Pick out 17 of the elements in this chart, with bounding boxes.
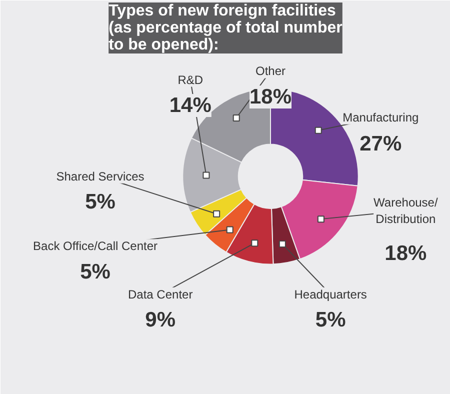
slice-label: Other <box>255 64 286 78</box>
data-label: 5% <box>80 260 111 284</box>
slice-label: Headquarters <box>294 287 367 302</box>
data-label: 5% <box>85 190 116 214</box>
slice-label: Warehouse/Distribution <box>374 195 438 226</box>
data-label: 18% <box>249 85 292 108</box>
slice-label: Manufacturing <box>342 110 419 124</box>
data-label: 27% <box>360 132 402 156</box>
slice-label: Back Office/Call Center <box>33 239 158 254</box>
data-label: 9% <box>145 308 176 332</box>
data-label: 5% <box>315 308 346 332</box>
data-label: 18% <box>384 242 428 266</box>
chart-title: Types of new foreign facilities (as percentage of total number to be opened): <box>108 2 342 54</box>
slice-label: Shared Services <box>56 169 144 184</box>
data-label: 14% <box>169 94 212 118</box>
slice-label: R&D <box>178 72 204 87</box>
slice-label: Data Center <box>128 287 193 302</box>
